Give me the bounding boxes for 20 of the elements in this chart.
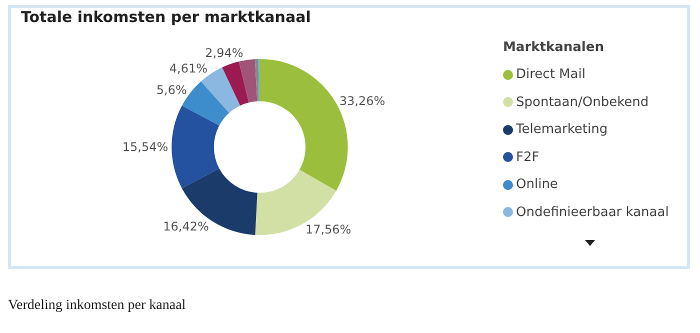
legend-label: Online: [515, 176, 559, 194]
legend-label: Direct Mail: [515, 66, 586, 84]
legend-label: F2F: [515, 148, 540, 167]
donut-slice: [254, 58, 259, 102]
data-label: 17,56%: [305, 222, 352, 237]
data-label: 15,54%: [122, 140, 168, 154]
donut-slice: [238, 59, 258, 103]
legend-label: Spontaan/Onbekend: [515, 94, 650, 112]
data-label: 5,6%: [156, 83, 187, 98]
data-label: 4,61%: [169, 62, 208, 76]
chart-title: Totale inkomsten per marktkanaal: [21, 8, 311, 26]
data-label: 16,42%: [163, 219, 209, 234]
data-label: 33,26%: [339, 94, 386, 108]
donut-slice: [222, 61, 249, 106]
legend-label: Telemarketing: [515, 121, 609, 140]
data-label: 2,94%: [205, 46, 244, 60]
donut-slice: [172, 106, 220, 188]
legend-title: Marktkanalen: [503, 40, 605, 55]
text: Verdeling inkomsten per kanaal: [8, 298, 186, 314]
legend-label: Ondefinieerbaar kanaal: [515, 204, 669, 222]
